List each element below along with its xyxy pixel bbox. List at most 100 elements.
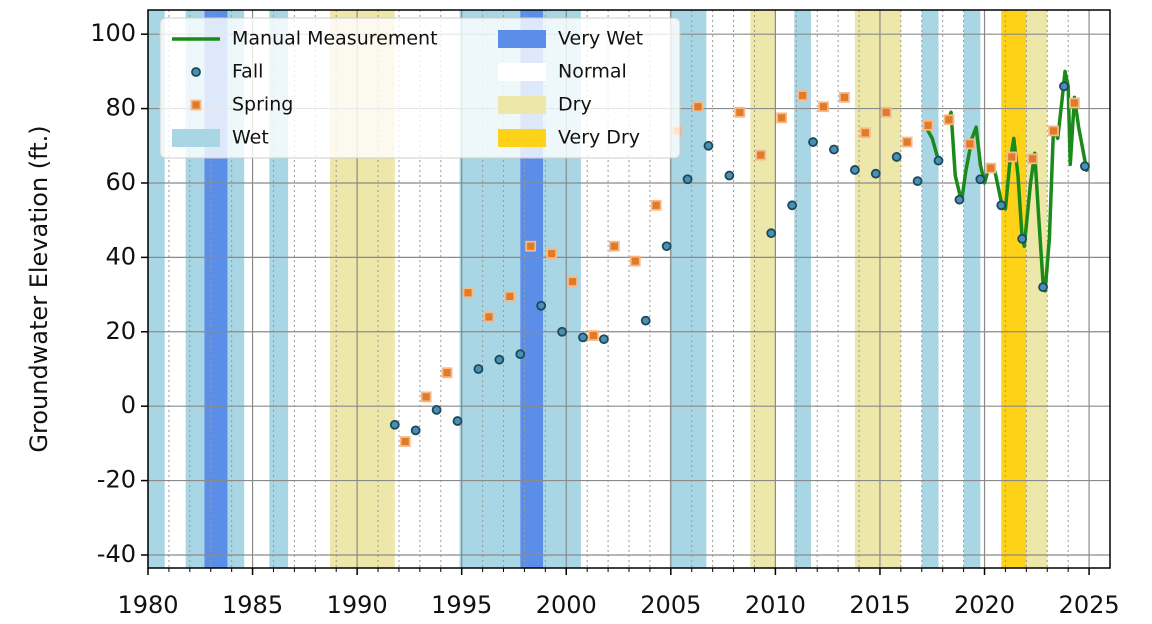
spring-point <box>420 391 432 403</box>
spring-point <box>943 114 955 126</box>
y-tick-label: 40 <box>105 242 136 270</box>
fall-point <box>473 364 484 374</box>
legend-label: Normal <box>558 61 627 83</box>
fall-point <box>766 228 777 239</box>
fall-point <box>599 334 609 345</box>
y-tick-label: -20 <box>97 466 136 494</box>
x-tick-label: 2015 <box>849 591 910 619</box>
fall-point <box>912 176 923 187</box>
fall-point <box>661 241 672 252</box>
spring-point <box>441 367 453 379</box>
spring-point <box>650 199 662 211</box>
water-year-band <box>750 10 776 568</box>
fall-point <box>954 194 965 205</box>
legend-swatch <box>498 129 546 147</box>
legend-swatch <box>498 63 546 81</box>
y-tick-label: 20 <box>105 317 136 345</box>
spring-point <box>692 101 704 113</box>
y-tick-label: -40 <box>97 540 136 568</box>
y-axis-label: Groundwater Elevation (ft.) <box>25 125 53 452</box>
water-year-band <box>794 10 811 568</box>
legend-swatch <box>498 30 546 48</box>
fall-point <box>724 170 735 181</box>
fall-point <box>975 174 986 185</box>
legend-swatch <box>191 67 201 77</box>
fall-point <box>515 349 526 360</box>
spring-point <box>399 436 411 447</box>
fall-point <box>703 140 714 151</box>
x-tick-label: 1990 <box>327 591 388 619</box>
fall-point <box>494 354 505 365</box>
spring-point <box>546 248 558 260</box>
legend-swatch <box>172 129 220 147</box>
spring-point <box>462 287 474 299</box>
fall-point <box>870 168 881 179</box>
fall-point <box>891 152 902 162</box>
legend: Manual Measurement Fall Spring Wet Very Wet N… <box>159 17 681 159</box>
spring-point <box>776 112 788 124</box>
spring-point <box>1027 153 1039 165</box>
spring-point <box>1069 97 1080 109</box>
fall-point <box>682 174 693 185</box>
fall-point <box>1080 161 1090 172</box>
legend-label: Spring <box>232 94 293 116</box>
legend-label: Very Dry <box>558 127 640 149</box>
x-tick-label: 1980 <box>117 591 178 619</box>
x-tick-label: 1985 <box>222 591 283 619</box>
fall-point <box>808 137 818 147</box>
spring-point <box>985 162 997 174</box>
spring-point <box>901 136 913 148</box>
fall-point <box>1038 282 1048 293</box>
legend-label: Wet <box>232 127 269 149</box>
legend-swatch <box>190 99 202 111</box>
legend-box <box>159 17 681 159</box>
plot-frame <box>147 9 1111 569</box>
spring-point <box>839 92 850 103</box>
fall-point <box>389 419 400 430</box>
fall-point <box>536 300 547 311</box>
y-tick-label: 80 <box>105 94 136 122</box>
x-tick-label: 2005 <box>640 591 701 619</box>
x-tick-label: 2010 <box>745 591 806 619</box>
spring-point <box>818 101 829 113</box>
fall-point <box>787 200 798 211</box>
measurement-line <box>924 69 1089 293</box>
spring-point <box>755 149 767 161</box>
spring-point <box>922 119 934 131</box>
spring-point <box>964 138 976 150</box>
spring-point <box>567 276 578 287</box>
fall-point <box>1059 81 1069 92</box>
x-tick-label: 2025 <box>1059 591 1120 619</box>
legend-swatch <box>498 96 546 114</box>
fall-point <box>933 155 944 166</box>
spring-point <box>1048 125 1059 137</box>
legend-label: Very Wet <box>558 28 643 50</box>
water-year-band <box>963 10 981 568</box>
spring-point <box>880 106 892 118</box>
fall-point <box>452 416 463 426</box>
water-year-band <box>1001 10 1027 568</box>
spring-point <box>859 127 871 139</box>
fall-point <box>1017 233 1028 244</box>
spring-point <box>483 311 495 323</box>
legend-label: Manual Measurement <box>232 28 438 50</box>
spring-point <box>1006 151 1018 163</box>
spring-point <box>525 240 537 252</box>
y-tick-label: 0 <box>121 391 136 419</box>
fall-point <box>410 425 421 436</box>
spring-point <box>504 291 516 302</box>
fall-point <box>849 165 860 175</box>
y-tick-label: 60 <box>105 168 136 196</box>
water-year-band <box>921 10 939 568</box>
y-tick-label: 100 <box>90 19 136 47</box>
fall-point <box>996 200 1007 211</box>
spring-point <box>734 106 746 118</box>
spring-point <box>608 240 620 252</box>
x-tick-label: 2020 <box>954 591 1015 619</box>
fall-point <box>829 144 839 155</box>
spring-point <box>588 330 599 341</box>
legend-label: Dry <box>558 94 592 116</box>
water-year-band <box>1026 10 1048 568</box>
fall-point <box>557 326 567 337</box>
